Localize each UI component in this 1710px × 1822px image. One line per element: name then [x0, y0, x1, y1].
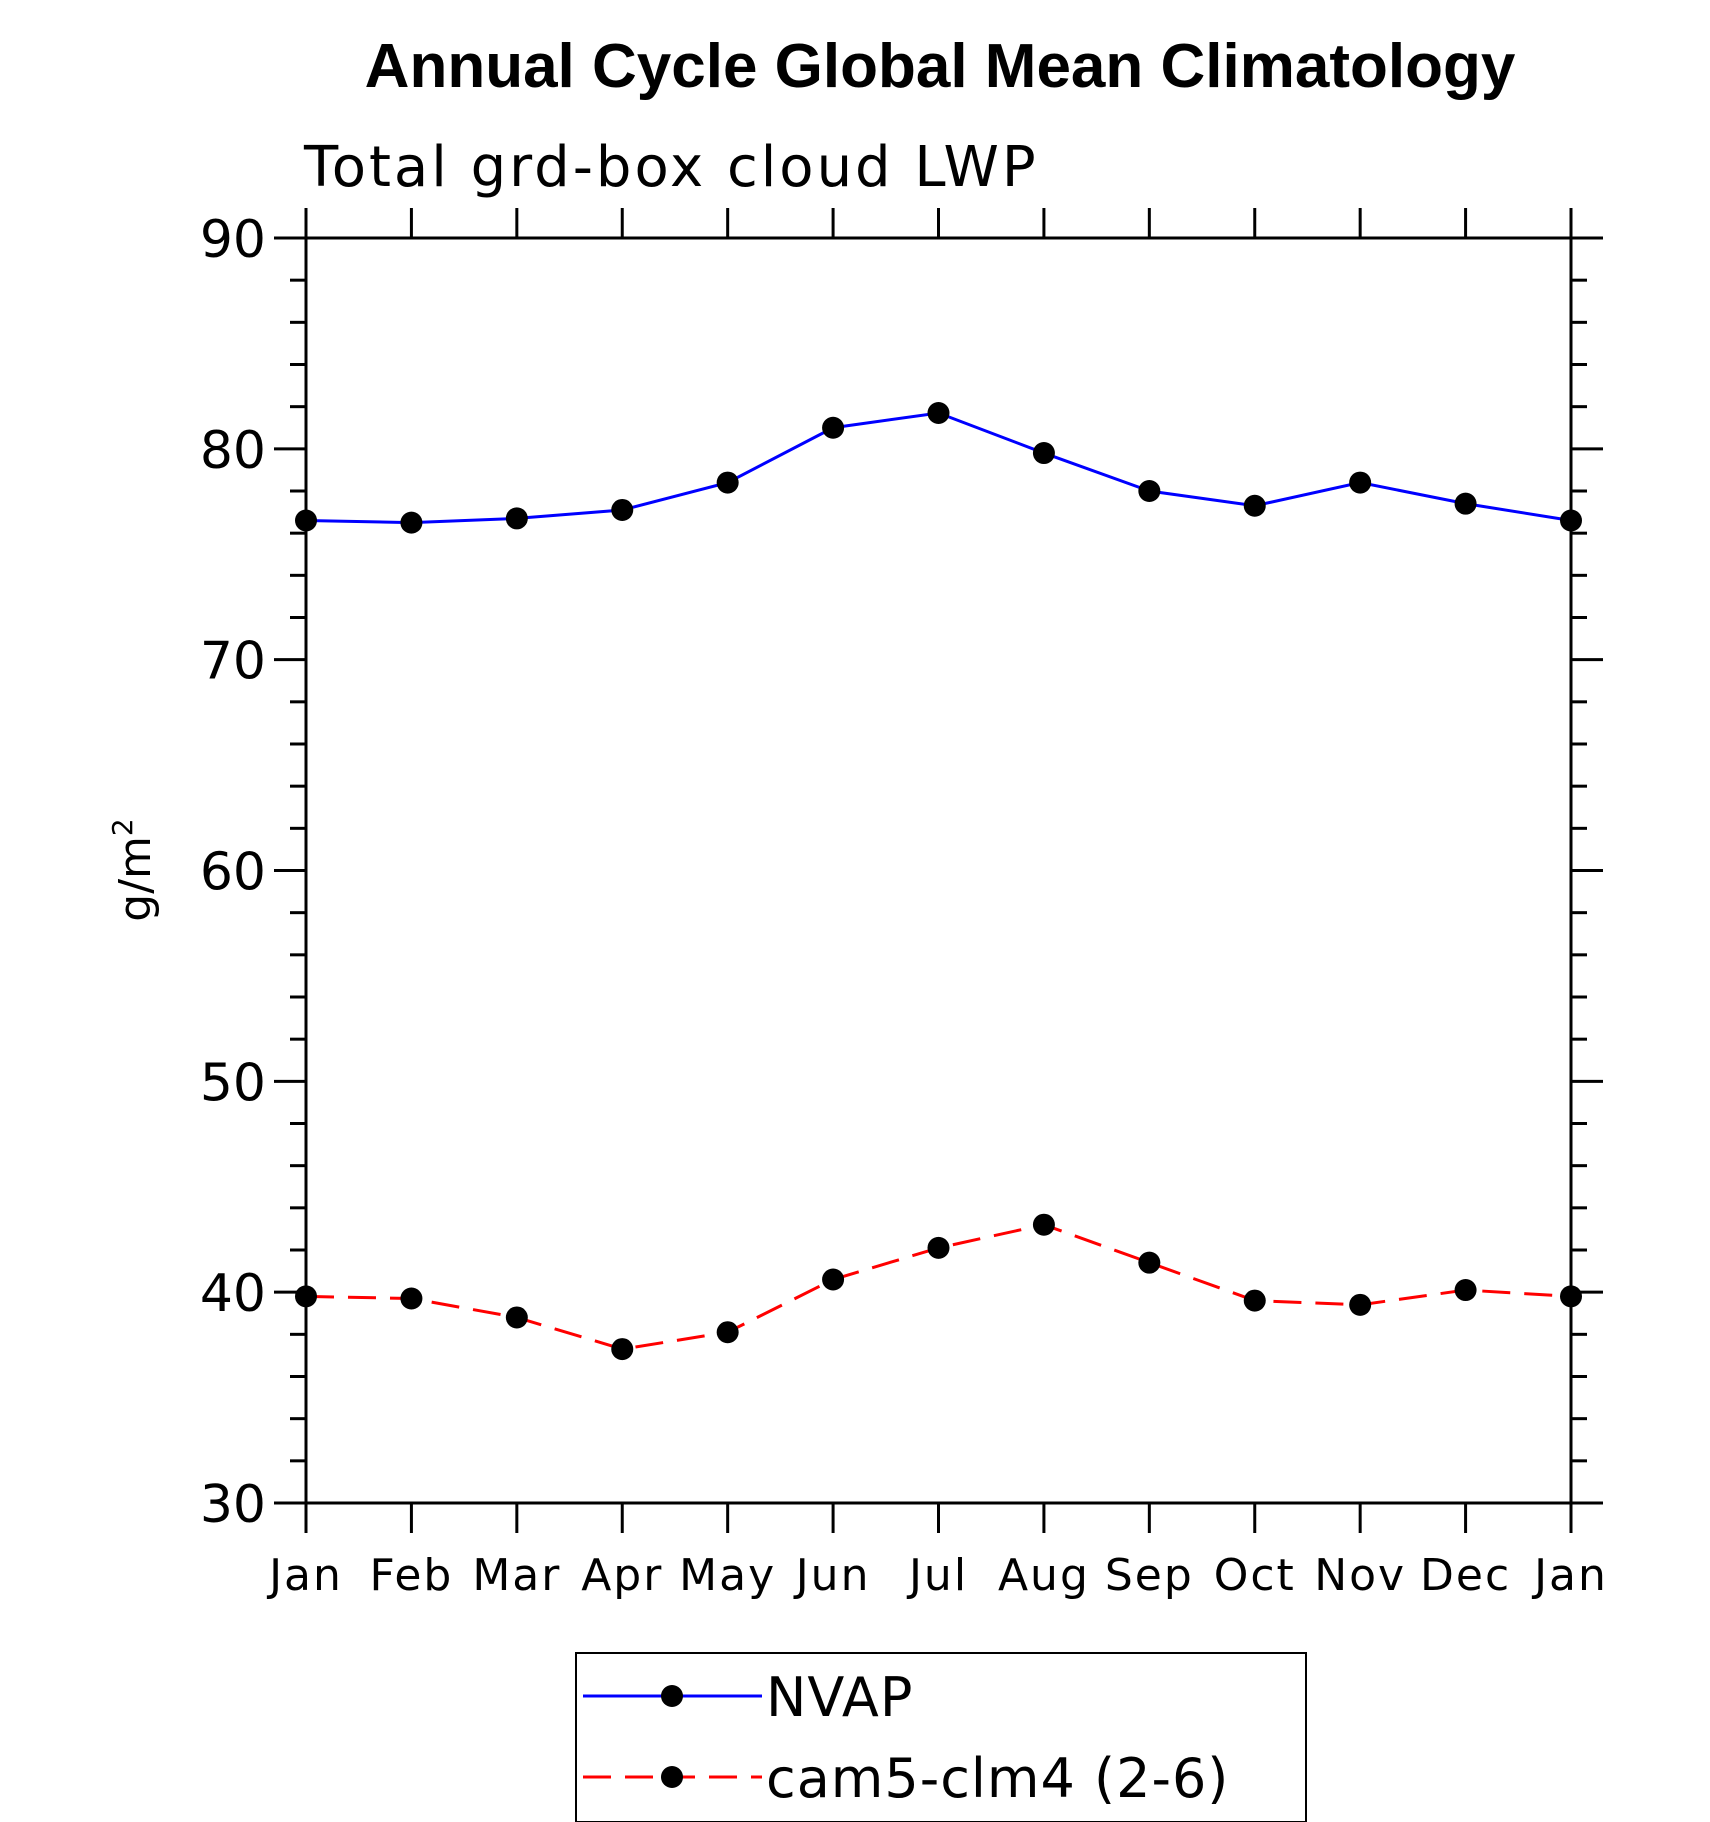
data-point [611, 1338, 634, 1361]
x-tick-label: Nov [1314, 1550, 1406, 1601]
legend-box [575, 1652, 1307, 1822]
x-tick-label: Mar [472, 1550, 561, 1601]
data-point [1243, 494, 1266, 517]
data-point [822, 416, 845, 439]
x-tick-label: Feb [369, 1550, 453, 1601]
x-tick-label: Oct [1214, 1550, 1296, 1601]
series-line-1 [305, 411, 1572, 525]
data-point [1138, 1251, 1161, 1274]
data-point [400, 1287, 423, 1310]
data-point [295, 1285, 317, 1308]
y-axis-label-text: g/m [110, 836, 161, 922]
x-tick-label: Jun [793, 1550, 871, 1601]
x-tick-label: Jan [266, 1550, 343, 1601]
data-point [716, 1321, 739, 1344]
data-point [1138, 480, 1161, 502]
data-point [1032, 442, 1055, 465]
y-tick-label: 40 [200, 1264, 266, 1324]
data-point [611, 498, 634, 521]
data-point [927, 401, 950, 424]
x-tick-label: Dec [1420, 1550, 1511, 1601]
x-tick-label: Aug [998, 1550, 1090, 1601]
y-tick-label: 50 [200, 1053, 266, 1113]
legend-marker-2 [661, 1766, 683, 1788]
data-point [1560, 1285, 1582, 1308]
x-tick-label: Jul [906, 1550, 968, 1601]
data-point [1349, 1293, 1372, 1316]
x-tick-label: Sep [1105, 1550, 1194, 1601]
data-point [1032, 1213, 1055, 1236]
y-axis-label: g/m2 [106, 818, 161, 921]
x-tick-label: May [679, 1550, 776, 1601]
data-point [1349, 471, 1372, 494]
data-point [822, 1268, 845, 1291]
legend-marker-1 [661, 1685, 683, 1707]
data-point [1454, 1279, 1477, 1302]
x-tick-label: Apr [581, 1550, 663, 1601]
data-point [1243, 1289, 1266, 1312]
series-lines [295, 401, 1582, 1361]
data-point [716, 471, 739, 494]
data-point [505, 1306, 528, 1329]
y-axis-label-superscript: 2 [106, 818, 139, 836]
legend-label-1: NVAP [766, 1666, 913, 1729]
data-point [1560, 509, 1582, 532]
y-tick-label: 70 [200, 632, 266, 692]
y-tick-label: 80 [200, 421, 266, 481]
chart-title: Annual Cycle Global Mean Climatology [365, 32, 1516, 101]
data-point [400, 511, 423, 534]
x-tick-label: Jan [1531, 1550, 1608, 1601]
legend-label-2: cam5-clm4 (2-6) [766, 1747, 1229, 1810]
data-point [927, 1236, 950, 1259]
chart-subtitle: Total grd-box cloud LWP [303, 135, 1039, 200]
y-tick-label: 90 [200, 210, 266, 270]
data-point [295, 509, 317, 532]
y-tick-label: 60 [200, 843, 266, 903]
axes: 30 40 50 60 70 80 90 Jan Feb Mar Apr May Jun Jul Aug Se… [106, 208, 1608, 1601]
data-point [1454, 492, 1477, 515]
legend: NVAP cam5-clm4 (2-6) [575, 1652, 1307, 1822]
y-tick-label: 30 [200, 1475, 266, 1535]
data-point [505, 507, 528, 530]
